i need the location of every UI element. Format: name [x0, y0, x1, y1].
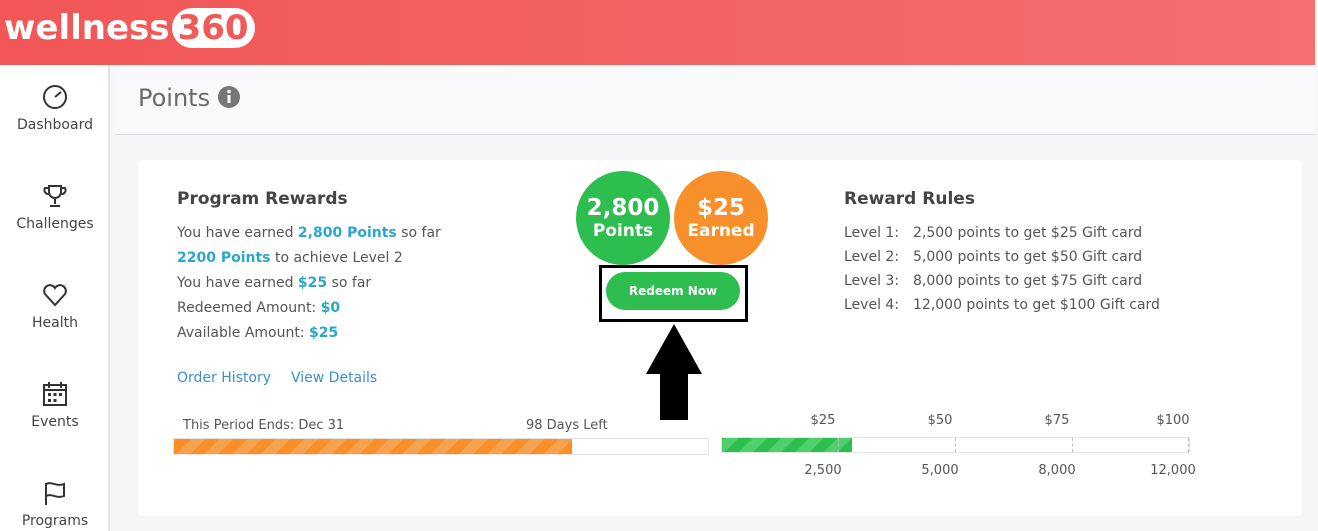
level-fill — [722, 438, 852, 452]
rule-text: 5,000 points to get $50 Gift card — [913, 249, 1143, 265]
nav-challenges[interactable]: Challenges — [0, 182, 110, 232]
icon — [43, 382, 67, 406]
sidebar: Dashboard Challenges Health Events Progr… — [0, 65, 110, 531]
text: You have earned — [177, 225, 298, 241]
level-bar — [721, 437, 1190, 453]
icon — [43, 85, 67, 109]
rule-text: 8,000 points to get $75 Gift card — [913, 273, 1143, 289]
text: to achieve Level 2 — [270, 250, 403, 266]
highlight: $25 — [309, 325, 339, 341]
rule-text: 12,000 points to get $100 Gift card — [913, 297, 1160, 313]
nav-dashboard[interactable]: Dashboard — [0, 83, 110, 133]
page-title: Points — [138, 84, 240, 112]
nav-health[interactable]: Health — [0, 281, 110, 331]
level-points: 5,000 — [921, 463, 959, 478]
highlight: 2,800 Points — [297, 225, 397, 241]
points-badge: 2,800 Points — [576, 171, 670, 265]
arrow — [646, 324, 702, 420]
logo-number: 360 — [171, 8, 255, 48]
icon — [45, 482, 65, 505]
section-title: Program Rewards — [177, 189, 348, 209]
text: Available Amount: — [177, 325, 310, 341]
text: Redeemed Amount: — [177, 300, 321, 316]
points-value: 2,800 — [586, 195, 660, 221]
level-reward: $25 — [810, 413, 836, 428]
reward-line: You have earned $25 so far — [177, 275, 371, 291]
reward-line: You have earned 2,800 Points so far — [177, 225, 441, 241]
text: so far — [327, 275, 372, 291]
nav-events[interactable]: Events — [0, 380, 110, 430]
level-reward: $50 — [927, 413, 953, 428]
icon — [43, 284, 67, 307]
text: You have earned — [177, 275, 298, 291]
period-ends: This Period Ends: Dec 31 — [183, 418, 345, 433]
period-fill — [174, 439, 572, 454]
level-marker — [838, 438, 839, 452]
title-text: Points — [138, 84, 211, 112]
points-label: Points — [592, 221, 654, 241]
nav-label: Dashboard — [17, 117, 93, 133]
level-marker — [1072, 438, 1073, 452]
highlight: $25 — [297, 275, 328, 291]
earned-badge: $25 Earned — [674, 171, 768, 265]
nav-label: Programs — [21, 513, 89, 529]
level-marker — [1188, 438, 1189, 452]
icon — [43, 185, 67, 207]
nav-label: Health — [32, 315, 78, 331]
title-bar — [115, 65, 1315, 135]
highlight: $0 — [320, 300, 341, 316]
logo[interactable]: wellness 360 — [4, 8, 255, 48]
level-points: 2,500 — [804, 463, 842, 478]
days-left: 98 Days Left — [526, 418, 608, 433]
reward-line: Available Amount: $25 — [177, 325, 338, 341]
section-title: Reward Rules — [844, 189, 975, 209]
text: so far — [396, 225, 441, 241]
level-points: 8,000 — [1038, 463, 1076, 478]
info-icon[interactable] — [217, 86, 240, 108]
highlight: 2200 Points — [177, 250, 271, 266]
header: wellness 360 — [0, 0, 1315, 65]
reward-line: Redeemed Amount: $0 — [177, 300, 340, 316]
nav-programs[interactable]: Programs — [0, 479, 110, 529]
rule-level: Level 4: — [844, 297, 900, 313]
order-history-link[interactable]: Order History — [177, 370, 272, 386]
earned-label: Earned — [687, 221, 755, 241]
level-reward: $75 — [1044, 413, 1070, 428]
rule-level: Level 3: — [844, 273, 900, 289]
rule-level: Level 1: — [844, 225, 900, 241]
level-marker — [955, 438, 956, 452]
rule-level: Level 2: — [844, 249, 900, 265]
nav-label: Events — [31, 414, 79, 430]
view-details-link[interactable]: View Details — [291, 370, 378, 386]
nav-label: Challenges — [16, 216, 94, 232]
earned-value: $25 — [696, 195, 745, 221]
logo-text: wellness — [4, 8, 170, 48]
highlight-box — [599, 265, 748, 322]
period-bar — [173, 438, 709, 455]
redeem-button[interactable]: Redeem Now — [606, 272, 740, 310]
rule-text: 2,500 points to get $25 Gift card — [913, 225, 1143, 241]
reward-line: 2200 Points to achieve Level 2 — [177, 250, 403, 266]
level-points: 12,000 — [1150, 463, 1196, 478]
level-reward: $100 — [1156, 413, 1190, 428]
